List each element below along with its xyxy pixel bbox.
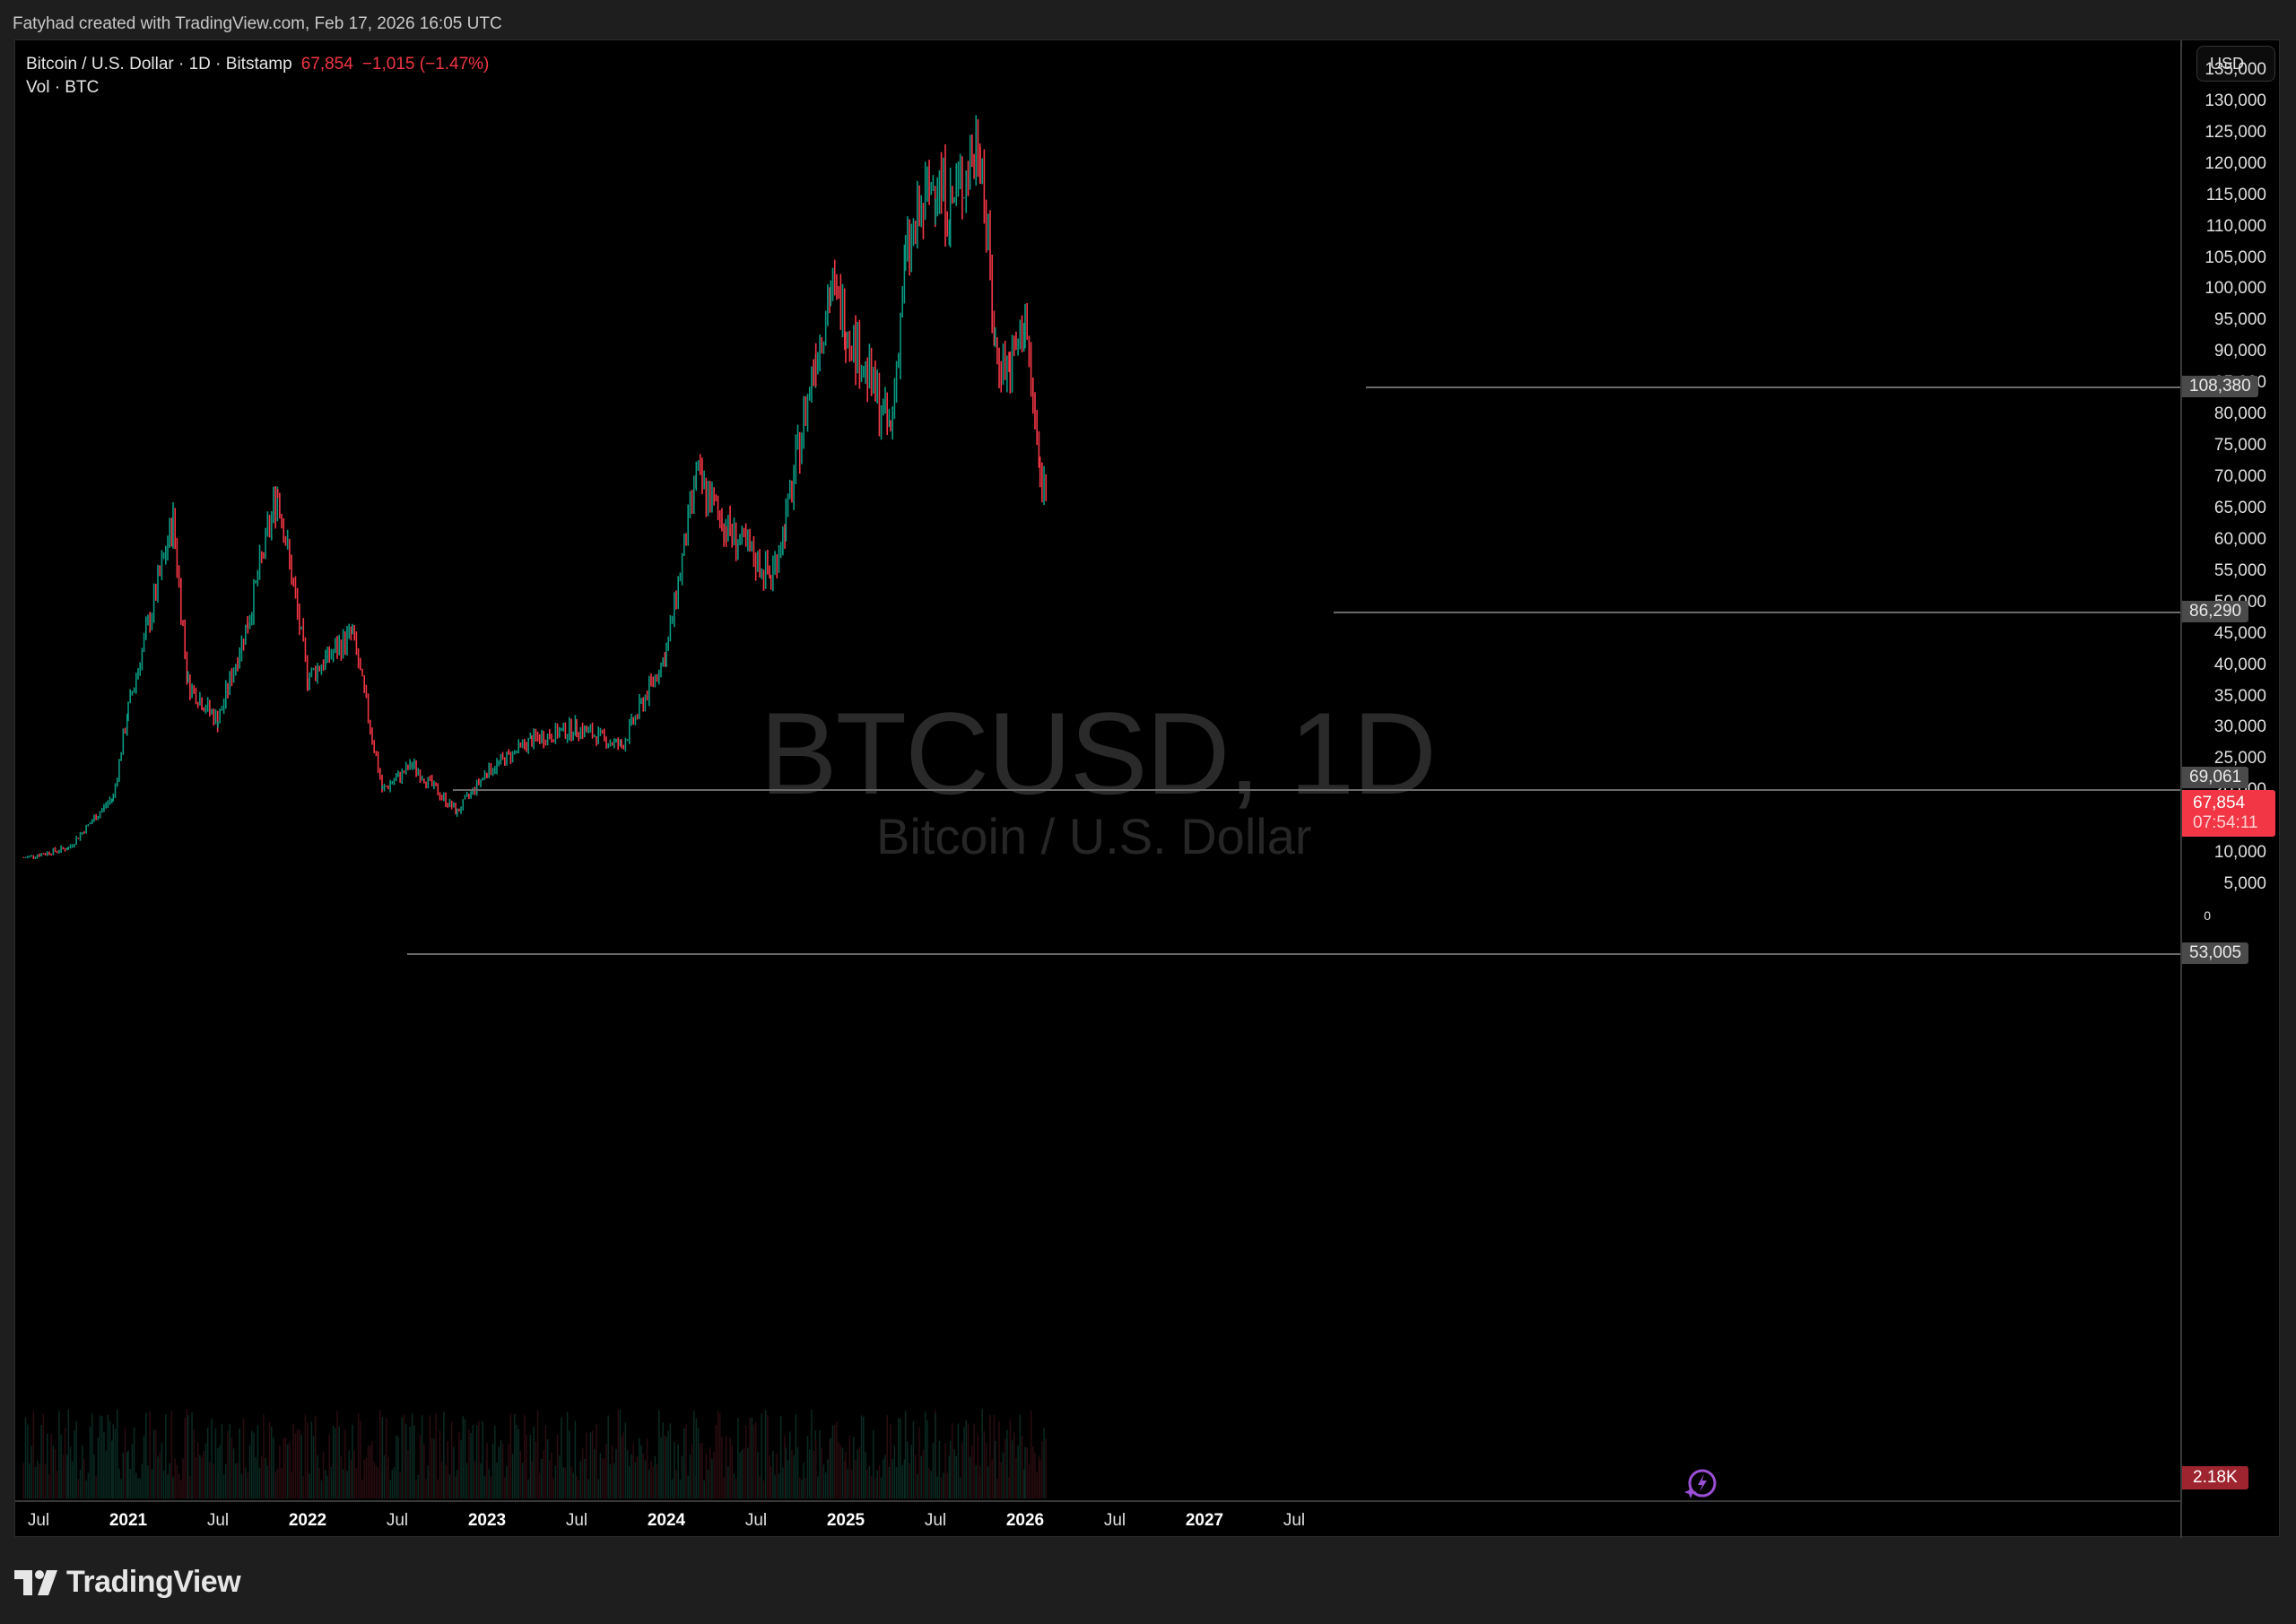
symbol-description: Bitcoin / U.S. Dollar · 1D · Bitstamp — [26, 55, 292, 74]
price-tick: 40,000 — [2213, 655, 2266, 674]
price-tick: 75,000 — [2213, 436, 2266, 456]
level-label-86290: 86,290 — [2182, 601, 2249, 622]
level-label-53005: 53,005 — [2182, 942, 2249, 964]
price-tick: 45,000 — [2213, 623, 2266, 643]
price-axis[interactable]: USD 135,000 130,000 125,000 120,000 115,000 1… — [2180, 40, 2281, 1538]
time-tick: Jul — [1103, 1511, 1126, 1530]
price-tick: 120,000 — [2205, 153, 2266, 173]
price-tick: 10,000 — [2213, 843, 2266, 863]
time-tick: 2025 — [826, 1511, 865, 1530]
level-label-69061: 69,061 — [2182, 767, 2249, 788]
price-tick: 110,000 — [2205, 216, 2266, 236]
price-tick: 70,000 — [2213, 467, 2266, 487]
price-tick: 130,000 — [2205, 91, 2266, 110]
plot-area[interactable]: BTCUSD, 1D Bitcoin / U.S. Dollar Bitcoin… — [15, 40, 2180, 1500]
level-label-108380: 108,380 — [2182, 376, 2258, 397]
price-tick: 5,000 — [2223, 874, 2266, 894]
price-tick: 35,000 — [2213, 686, 2266, 706]
time-tick: Jul — [27, 1511, 50, 1530]
brand-name: TradingView — [66, 1565, 241, 1599]
time-tick: Jul — [386, 1511, 409, 1530]
price-tick: 100,000 — [2205, 279, 2266, 299]
time-tick: Jul — [744, 1511, 768, 1530]
price-tick: 0 — [2204, 908, 2211, 923]
time-tick: Jul — [206, 1511, 230, 1530]
price-series — [22, 115, 1048, 1498]
time-tick: 2024 — [647, 1511, 686, 1530]
tradingview-logo-icon — [14, 1569, 57, 1595]
price-tick: 135,000 — [2205, 60, 2266, 79]
currency-button[interactable]: USD — [2196, 46, 2275, 82]
price-tick: 25,000 — [2213, 749, 2266, 769]
time-tick: 2022 — [288, 1511, 327, 1530]
lightning-icon[interactable] — [1683, 1466, 1718, 1500]
time-axis[interactable]: Jul 2021 Jul 2022 Jul 2023 Jul 2024 Jul 2025 Jul 20… — [15, 1500, 2180, 1538]
chart-frame: BTCUSD, 1D Bitcoin / U.S. Dollar Bitcoin… — [14, 39, 2281, 1538]
price-tick: 80,000 — [2213, 404, 2266, 424]
price-change-value: −1,015 (−1.47%) — [361, 55, 490, 74]
price-tick: 90,000 — [2213, 342, 2266, 361]
time-tick: Jul — [1283, 1511, 1306, 1530]
last-price-value: 67,854 — [300, 55, 353, 74]
tradingview-logo[interactable]: TradingView — [14, 1565, 241, 1600]
symbol-legend[interactable]: Bitcoin / U.S. Dollar · 1D · Bitstamp 67,… — [26, 55, 489, 74]
time-tick: 2026 — [1005, 1511, 1045, 1530]
level-line-53005[interactable] — [407, 953, 2180, 955]
last-price-label: 67,854 07:54:11 — [2182, 790, 2275, 837]
last-price-axis-value: 67,854 — [2193, 794, 2246, 812]
volume-last-label: 2.18K — [2182, 1466, 2248, 1489]
price-tick: 30,000 — [2213, 717, 2266, 737]
time-tick: Jul — [924, 1511, 947, 1530]
candles — [22, 115, 1048, 860]
level-line-86290[interactable] — [1334, 612, 2180, 613]
price-tick: 55,000 — [2213, 560, 2266, 580]
watermark-subtitle: Bitcoin / U.S. Dollar — [876, 808, 1312, 864]
price-tick: 60,000 — [2213, 529, 2266, 549]
time-tick: 2023 — [467, 1511, 507, 1530]
time-tick: Jul — [565, 1511, 588, 1530]
chart-credit: Fatyhad created with TradingView.com, Fe… — [13, 14, 502, 33]
volume-bars — [22, 1409, 1048, 1498]
time-tick: 2021 — [109, 1511, 148, 1530]
time-tick: 2027 — [1185, 1511, 1224, 1530]
price-tick: 65,000 — [2213, 498, 2266, 517]
price-tick: 125,000 — [2205, 122, 2266, 142]
watermark-title: BTCUSD, 1D — [760, 688, 1437, 819]
level-line-108380[interactable] — [1366, 386, 2180, 388]
volume-legend[interactable]: Vol · BTC — [26, 78, 100, 97]
bar-countdown: 07:54:11 — [2193, 813, 2258, 832]
price-tick: 95,000 — [2213, 310, 2266, 330]
price-tick: 115,000 — [2205, 185, 2266, 204]
level-line-69061[interactable] — [453, 789, 2180, 791]
price-tick: 105,000 — [2205, 248, 2266, 267]
